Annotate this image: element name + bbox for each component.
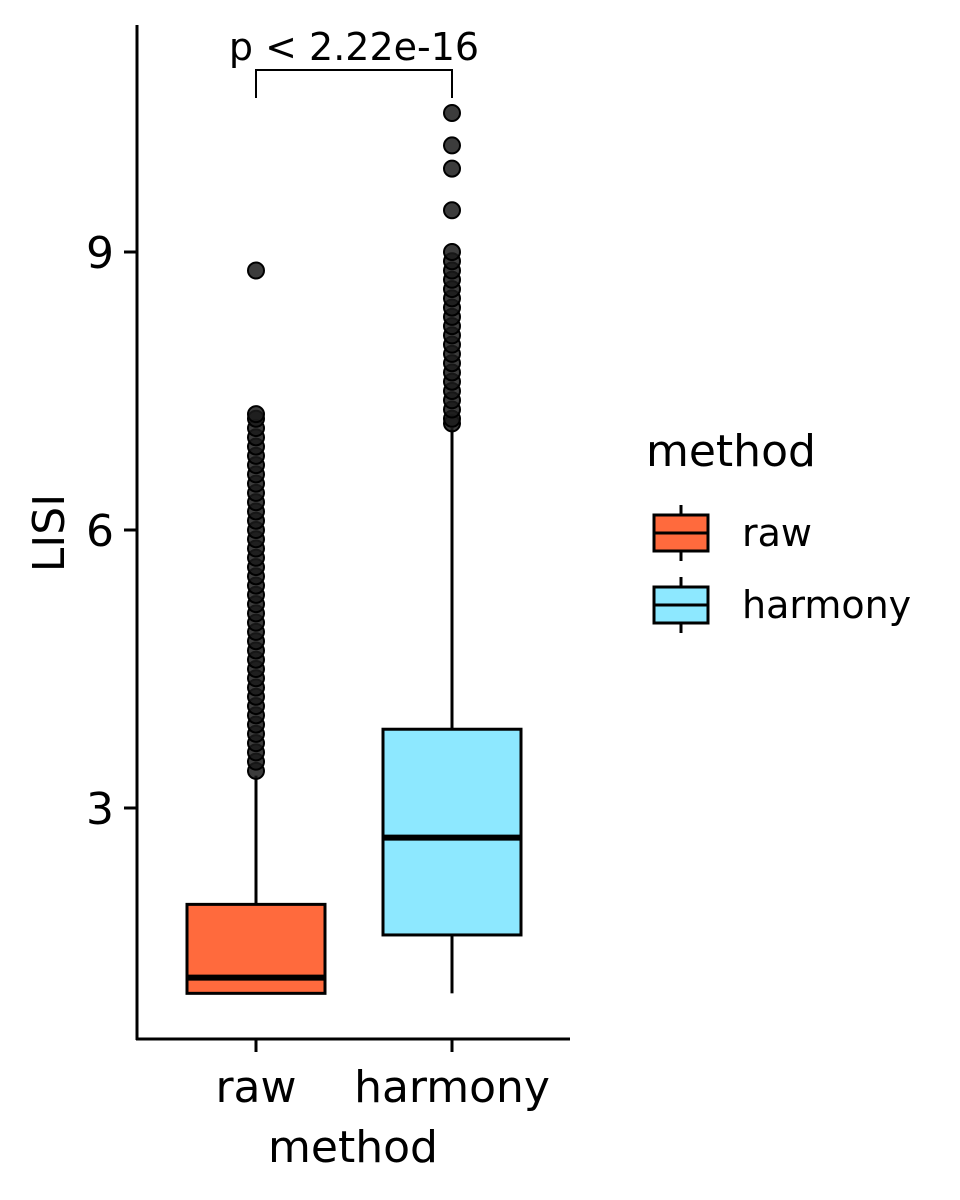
outlier-point — [247, 405, 265, 424]
legend-label: harmony — [742, 583, 911, 627]
legend-label: raw — [742, 511, 812, 555]
x-tick-label: raw — [215, 1062, 296, 1113]
legend-title: method — [646, 426, 816, 477]
y-tick-label: 9 — [86, 228, 114, 279]
outlier-point — [443, 243, 461, 261]
outlier-point — [443, 201, 461, 220]
legend: method raw harmony — [646, 426, 911, 633]
outlier-point — [247, 261, 265, 280]
bracket-line — [255, 69, 453, 98]
y-axis-label: LISI — [24, 494, 75, 572]
outlier-point — [443, 159, 461, 178]
x-tick-label: harmony — [354, 1062, 550, 1113]
legend-item-harmony: harmony — [652, 577, 911, 633]
x-axis-ticks: raw harmony — [215, 1039, 550, 1113]
y-tick-label: 6 — [86, 506, 114, 557]
outlier-point — [443, 136, 461, 155]
plot-area — [185, 104, 523, 995]
legend-item-raw: raw — [652, 505, 812, 561]
box-raw — [185, 261, 327, 995]
iqr-box — [381, 727, 523, 937]
outlier-point — [443, 104, 461, 122]
y-tick-label: 3 — [86, 784, 114, 835]
box-harmony — [381, 104, 523, 994]
p-value-label: p < 2.22e-16 — [229, 25, 479, 69]
significance-bracket: p < 2.22e-16 — [229, 25, 479, 98]
x-axis-label: method — [268, 1122, 438, 1173]
y-axis-ticks: 3 6 9 — [86, 228, 137, 835]
